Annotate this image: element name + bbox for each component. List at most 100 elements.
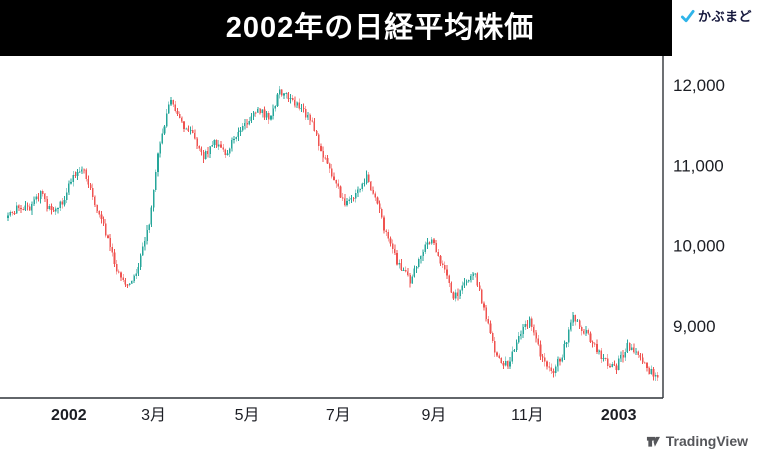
candle-body	[404, 269, 407, 272]
candle-body	[89, 184, 92, 188]
candle-body	[572, 315, 574, 323]
candle-body	[448, 275, 450, 284]
candle-body	[239, 130, 242, 133]
candle-body	[291, 97, 294, 101]
candlestick-chart[interactable]: 12,000 11,000 10,000 9,000 2002 3月 5月 7月 9月 11月 20…	[0, 56, 760, 456]
candle-body	[467, 280, 470, 282]
candle-body	[348, 199, 351, 201]
candle-body	[159, 143, 161, 154]
candle-body	[352, 197, 355, 199]
candle-body	[591, 341, 594, 344]
candle-body	[124, 280, 127, 285]
candle-body	[378, 203, 381, 210]
candle-body	[587, 330, 590, 334]
candle-body	[339, 186, 342, 198]
candle-body	[185, 128, 188, 130]
candle-body	[613, 364, 616, 366]
candle-body	[367, 174, 370, 183]
candle-body	[594, 343, 596, 345]
candle-body	[337, 183, 340, 187]
candle-body	[152, 189, 155, 208]
candle-body	[176, 110, 179, 114]
candle-body	[511, 351, 514, 362]
candle-body	[491, 332, 494, 342]
candle-body	[278, 89, 281, 95]
brand-logo[interactable]: かぶまど	[672, 0, 760, 56]
candle-body	[202, 151, 205, 159]
candle-body	[646, 362, 648, 369]
candle-body	[39, 191, 42, 200]
candle-body	[35, 196, 38, 200]
candle-body	[154, 172, 157, 190]
candle-body	[163, 126, 166, 134]
candle-body	[198, 145, 201, 149]
tradingview-icon	[646, 436, 660, 447]
candle-body	[633, 347, 635, 352]
candle-body	[472, 273, 474, 276]
candle-body	[31, 203, 33, 211]
candle-body	[431, 239, 433, 244]
candle-body	[576, 320, 579, 322]
candle-body	[165, 113, 168, 127]
candle-body	[72, 175, 74, 182]
candle-body	[517, 335, 520, 343]
candle-body	[583, 331, 585, 334]
candle-body	[396, 252, 398, 265]
candle-body	[191, 130, 194, 133]
candle-body	[422, 252, 424, 257]
candle-body	[172, 99, 174, 105]
candle-body	[520, 334, 522, 336]
candle-body	[311, 120, 314, 122]
brand-name: かぶまど	[697, 9, 752, 24]
candle-body	[420, 256, 422, 260]
candle-body	[65, 192, 68, 201]
candle-body	[235, 137, 237, 139]
tradingview-label: TradingView	[665, 433, 748, 449]
candle-body	[415, 266, 418, 269]
candle-body	[381, 209, 383, 218]
candle-body	[461, 285, 464, 291]
candle-body	[550, 367, 553, 371]
candle-body	[289, 97, 292, 100]
candle-body	[657, 375, 659, 378]
candle-body	[585, 330, 587, 334]
candle-body	[446, 269, 448, 276]
candle-body	[554, 366, 557, 373]
candle-body	[496, 352, 498, 356]
candle-body	[135, 273, 138, 277]
candle-body	[174, 104, 177, 111]
candle-body	[372, 190, 374, 194]
candle-body	[426, 242, 429, 245]
candle-body	[428, 242, 431, 244]
time-axis-label: 11月	[511, 407, 544, 424]
candle-body	[270, 115, 272, 120]
candle-body	[126, 284, 129, 286]
candle-body	[302, 108, 305, 110]
candle-body	[87, 178, 90, 185]
candle-body	[196, 138, 198, 146]
candlestick-series	[7, 85, 659, 382]
candle-body	[211, 145, 214, 147]
candle-body	[257, 108, 259, 113]
candle-body	[574, 315, 577, 322]
chart-area: 12,000 11,000 10,000 9,000 2002 3月 5月 7月 9月 11月 20…	[0, 56, 760, 456]
candle-body	[115, 263, 118, 272]
price-axis-label: 11,000	[673, 156, 724, 175]
candle-body	[254, 112, 257, 114]
candle-body	[457, 292, 459, 297]
candle-body	[320, 146, 322, 151]
candle-body	[402, 269, 405, 271]
candle-body	[207, 151, 209, 154]
candle-body	[539, 344, 542, 357]
candle-body	[241, 126, 244, 131]
candle-body	[522, 326, 524, 335]
kabumado-icon	[680, 9, 695, 23]
tradingview-attribution[interactable]: TradingView	[646, 433, 748, 449]
candle-body	[344, 198, 346, 206]
candle-body	[304, 109, 307, 118]
candle-body	[194, 132, 196, 139]
candle-body	[183, 121, 185, 129]
time-axis-label: 7月	[326, 407, 351, 424]
candle-body	[361, 183, 364, 190]
